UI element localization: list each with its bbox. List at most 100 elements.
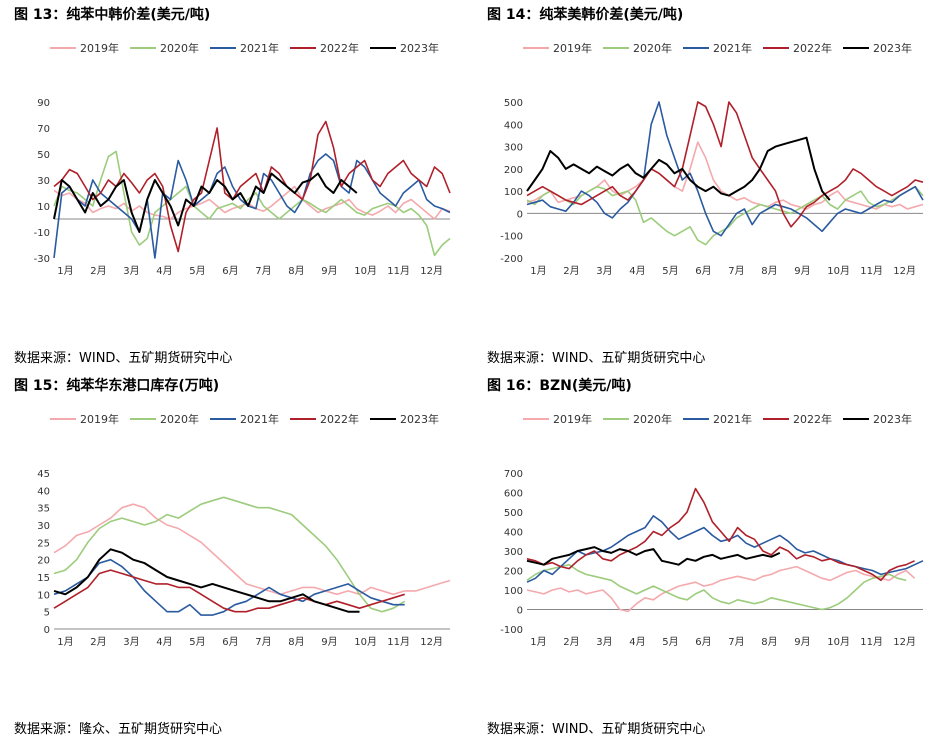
y-tick-label: 20 [37, 556, 50, 567]
y-tick-label: 100 [504, 187, 523, 198]
x-tick-label: 7月 [728, 265, 744, 277]
chart-title: 图 16：BZN(美元/吨) [487, 378, 632, 394]
legend-item: 2019年 [50, 412, 119, 426]
legend-item: 2021年 [210, 41, 279, 55]
chart-panel-15: 图 15：纯苯华东港口库存(万吨) 2019年 2020年 2021年 2022年 20… [14, 375, 474, 745]
x-tick-label: 12月 [420, 265, 443, 277]
x-tick-label: 9月 [321, 636, 337, 648]
x-tick-label: 2月 [563, 636, 579, 648]
chart-14-svg: 2019年 2020年 2021年 2022年 2023年 500 400 300 200 100… [500, 41, 924, 277]
series-line [526, 565, 916, 613]
chart-panel-13: 图 13：纯苯中韩价差(美元/吨) 2019年 2020年 2021年 2022年 20… [14, 4, 474, 374]
x-tick-label: 2月 [90, 636, 106, 648]
legend-label: 2023年 [873, 412, 912, 426]
legend-label: 2023年 [873, 41, 912, 55]
chart-source: 数据来源：WIND、五矿期货研究中心 [14, 351, 233, 366]
legend-item: 2020年 [130, 41, 199, 55]
x-tick-label: 11月 [387, 636, 410, 648]
legend-item: 2019年 [50, 41, 119, 55]
y-tick-label: 700 [504, 469, 523, 480]
y-tick-label: 40 [37, 486, 50, 497]
y-tick-label: 45 [37, 469, 50, 480]
legend-label: 2019年 [553, 41, 592, 55]
legend-item: 2023年 [370, 412, 439, 426]
series-line [526, 136, 831, 201]
series-line [526, 101, 924, 228]
y-tick-label: 100 [504, 586, 523, 597]
y-tick-label: 10 [37, 590, 50, 601]
x-tick-label: 3月 [596, 265, 612, 277]
legend-label: 2021年 [240, 412, 279, 426]
legend-label: 2021年 [240, 41, 279, 55]
series-line [53, 569, 405, 613]
legend-label: 2023年 [400, 412, 439, 426]
x-tick-label: 5月 [662, 265, 678, 277]
y-tick-label: -200 [500, 254, 523, 265]
legend-item: 2021年 [210, 412, 279, 426]
y-tick-label: -30 [34, 254, 50, 265]
x-tick-label: 1月 [530, 265, 546, 277]
y-tick-label: 50 [37, 150, 50, 161]
chart-13-svg: 2019年 2020年 2021年 2022年 2023年 90 70 50 30 10 -10 -3… [34, 41, 451, 277]
x-tick-label: 4月 [629, 636, 645, 648]
chart-title: 图 15：纯苯华东港口库存(万吨) [14, 378, 220, 394]
y-tick-label: -100 [500, 625, 523, 636]
chart-source: 数据来源：WIND、五矿期货研究中心 [487, 351, 706, 366]
legend-label: 2022年 [320, 41, 359, 55]
y-tick-label: 300 [504, 547, 523, 558]
legend-label: 2020年 [633, 41, 672, 55]
chart-15-svg: 2019年 2020年 2021年 2022年 2023年 45 40 35 30 25 20 15 1… [37, 412, 451, 648]
x-tick-label: 1月 [530, 636, 546, 648]
x-tick-label: 5月 [189, 265, 205, 277]
x-tick-label: 3月 [596, 636, 612, 648]
x-tick-label: 5月 [662, 636, 678, 648]
x-tick-label: 8月 [761, 265, 777, 277]
chart-panel-14: 图 14：纯苯美韩价差(美元/吨) 2019年 2020年 2021年 2022年 20… [487, 4, 946, 374]
legend-label: 2019年 [80, 412, 119, 426]
x-tick-label: 11月 [860, 636, 883, 648]
x-tick-label: 4月 [156, 265, 172, 277]
legend-label: 2021年 [713, 41, 752, 55]
y-tick-label: 400 [504, 120, 523, 131]
legend-item: 2023年 [843, 412, 912, 426]
legend-label: 2022年 [793, 41, 832, 55]
x-tick-label: 8月 [288, 636, 304, 648]
legend-label: 2021年 [713, 412, 752, 426]
legend-label: 2019年 [553, 412, 592, 426]
series-line [526, 546, 781, 566]
chart-16-svg: 2019年 2020年 2021年 2022年 2023年 700 600 500 400 300… [500, 412, 924, 648]
series-line [526, 101, 924, 237]
y-tick-label: 600 [504, 489, 523, 500]
x-tick-label: 8月 [761, 636, 777, 648]
y-tick-label: 90 [37, 98, 50, 109]
x-tick-label: 9月 [321, 265, 337, 277]
y-tick-label: 15 [37, 573, 50, 584]
x-tick-label: 6月 [222, 265, 238, 277]
x-tick-label: 12月 [893, 265, 916, 277]
y-tick-label: -100 [500, 232, 523, 243]
x-tick-label: 10月 [827, 265, 850, 277]
x-tick-label: 2月 [90, 265, 106, 277]
legend-item: 2022年 [290, 41, 359, 55]
legend-label: 2022年 [320, 412, 359, 426]
y-tick-label: 500 [504, 98, 523, 109]
y-tick-label: 70 [37, 124, 50, 135]
legend-item: 2021年 [683, 41, 752, 55]
series-line [53, 172, 358, 233]
legend-item: 2019年 [523, 412, 592, 426]
x-tick-label: 3月 [123, 636, 139, 648]
series-line [53, 496, 406, 613]
chart-title: 图 14：纯苯美韩价差(美元/吨) [487, 7, 684, 23]
series-line [53, 548, 360, 613]
chart-panel-16: 图 16：BZN(美元/吨) 2019年 2020年 2021年 2022年 2023年… [487, 375, 946, 745]
x-tick-label: 3月 [123, 265, 139, 277]
x-tick-label: 2月 [563, 265, 579, 277]
y-tick-label: 35 [37, 504, 50, 515]
y-tick-label: 10 [37, 202, 50, 213]
x-tick-label: 6月 [222, 636, 238, 648]
legend-label: 2023年 [400, 41, 439, 55]
series-line [53, 558, 405, 616]
legend-item: 2022年 [290, 412, 359, 426]
legend-label: 2020年 [160, 412, 199, 426]
y-tick-label: 30 [37, 521, 50, 532]
